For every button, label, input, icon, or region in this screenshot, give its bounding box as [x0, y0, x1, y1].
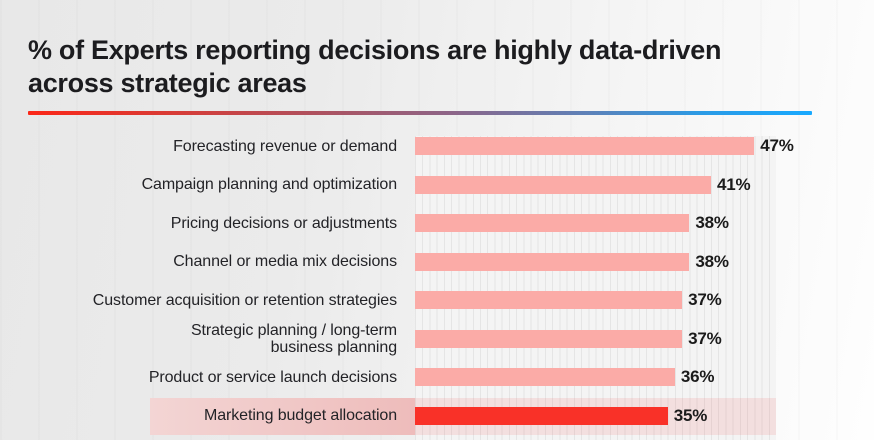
value-label: 35% — [673, 405, 708, 425]
bar — [415, 329, 683, 348]
bar — [415, 214, 690, 233]
category-label: Customer acquisition or retention strate… — [92, 291, 397, 309]
bar-row: Forecasting revenue or demand 47% — [0, 127, 874, 166]
bar-row: Product or service launch decisions 36% — [0, 358, 874, 397]
bar-chart-rows: Forecasting revenue or demand 47% Campaign… — [0, 127, 874, 435]
category-label: Strategic planning / long-term business … — [190, 321, 397, 356]
value-label: 47% — [760, 136, 794, 156]
bar — [415, 137, 755, 156]
bar-track: 47% — [415, 136, 874, 156]
value-label: 38% — [695, 251, 729, 271]
category-label: Campaign planning and optimization — [141, 176, 398, 194]
value-label: 36% — [680, 367, 715, 387]
bar — [415, 252, 690, 271]
bar-row: Customer acquisition or retention strate… — [0, 281, 874, 320]
value-label: 38% — [695, 213, 729, 233]
category-label: Product or service launch decisions — [148, 368, 397, 386]
bar-row: Strategic planning / long-term business … — [0, 320, 874, 359]
value-label: 37% — [688, 290, 722, 310]
title-divider-gradient-rule — [28, 111, 812, 115]
category-label: Forecasting revenue or demand — [173, 137, 397, 155]
category-label: Channel or media mix decisions — [173, 253, 397, 271]
category-label: Marketing budget allocation — [204, 407, 397, 425]
bar — [415, 291, 683, 310]
bar — [415, 368, 675, 387]
bar-track: 36% — [415, 367, 874, 387]
bar-track: 38% — [415, 252, 874, 272]
value-label: 37% — [688, 328, 722, 348]
value-label: 41% — [717, 174, 751, 194]
bar-row: Campaign planning and optimization 41% — [0, 166, 874, 205]
bar-track: 35% — [415, 406, 874, 426]
bar-row: Marketing budget allocation 35% — [0, 397, 874, 436]
category-label: Pricing decisions or adjustments — [170, 214, 397, 232]
bar — [415, 175, 711, 194]
bar-track: 41% — [415, 175, 874, 195]
bar-track: 37% — [415, 329, 874, 349]
bar-row: Channel or media mix decisions 38% — [0, 243, 874, 282]
bar-row: Pricing decisions or adjustments 38% — [0, 204, 874, 243]
highlight-band-label — [150, 398, 415, 435]
bar-highlighted — [415, 406, 668, 425]
bar-track: 38% — [415, 213, 874, 233]
bar-track: 37% — [415, 290, 874, 310]
chart-title: % of Experts reporting decisions are hig… — [28, 35, 722, 98]
